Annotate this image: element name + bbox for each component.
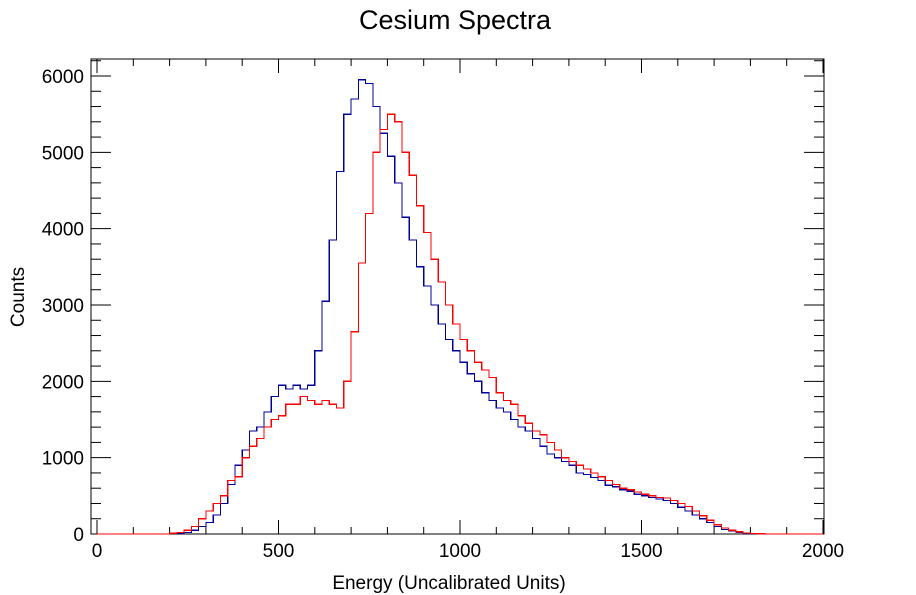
y-tick-label: 1000 bbox=[42, 449, 84, 470]
y-tick-label: 0 bbox=[73, 525, 84, 546]
axis-ticks bbox=[91, 59, 824, 535]
y-tick-label: 3000 bbox=[42, 296, 84, 317]
tick-labels: 0 500 1000 1500 2000 0 1000 2000 3000 4000 5000 600… bbox=[42, 67, 844, 562]
histogram-series-1 bbox=[97, 79, 823, 535]
x-tick-label: 0 bbox=[92, 541, 103, 562]
x-axis-label: Energy (Uncalibrated Units) bbox=[332, 573, 565, 594]
y-tick-label: 2000 bbox=[42, 372, 84, 393]
series-layer bbox=[97, 79, 823, 535]
y-tick-label: 5000 bbox=[42, 143, 84, 164]
chart-title: Cesium Spectra bbox=[359, 5, 552, 35]
x-tick-label: 1500 bbox=[620, 541, 662, 562]
x-tick-label: 1000 bbox=[439, 541, 481, 562]
x-tick-label: 2000 bbox=[802, 541, 844, 562]
y-tick-label: 6000 bbox=[42, 67, 84, 88]
plot-area bbox=[90, 58, 825, 535]
plot-frame bbox=[90, 58, 825, 535]
x-tick-label: 500 bbox=[263, 541, 295, 562]
y-tick-label: 4000 bbox=[42, 220, 84, 241]
histogram-series-2 bbox=[97, 113, 823, 535]
y-axis-label: Counts bbox=[8, 267, 29, 327]
